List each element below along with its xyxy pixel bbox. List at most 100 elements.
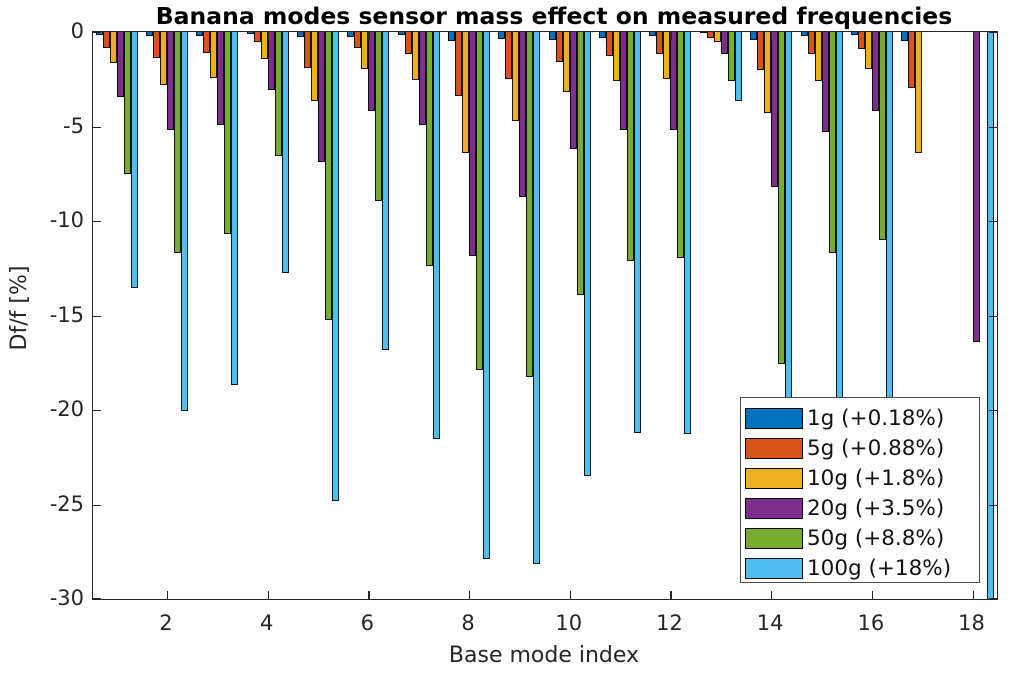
tick-mark: [93, 597, 101, 599]
tick-mark: [368, 32, 370, 40]
tick-mark: [989, 32, 997, 34]
bar-series2-mode4: [253, 32, 261, 43]
tick-mark: [469, 591, 471, 599]
tick-mark: [989, 504, 997, 506]
tick-mark: [267, 591, 269, 599]
tick-mark: [93, 126, 101, 128]
legend-entry-6: 100g (+18%): [745, 553, 979, 583]
bar-series4-mode14: [771, 32, 779, 187]
bar-series1-mode3: [196, 32, 204, 36]
bar-series4-mode7: [418, 32, 426, 125]
bar-series3-mode7: [411, 32, 419, 81]
bar-series1-mode12: [649, 32, 657, 36]
tick-mark: [972, 591, 974, 599]
bar-series4-mode1: [116, 32, 124, 98]
bar-series4-mode11: [620, 32, 628, 130]
bar-series3-mode1: [109, 32, 117, 64]
bar-series3-mode15: [814, 32, 822, 82]
bar-series1-mode17: [901, 32, 909, 41]
bar-series5-mode15: [828, 32, 836, 253]
bar-series5-mode2: [173, 32, 181, 253]
bar-series2-mode2: [152, 32, 160, 58]
bar-series6-mode9: [533, 32, 541, 564]
tick-mark: [368, 591, 370, 599]
y-tick-label-0: 0: [70, 19, 84, 43]
x-tick-label-6: 6: [360, 611, 375, 635]
bar-series3-mode12: [663, 32, 671, 79]
bar-series3-mode10: [562, 32, 570, 93]
x-tick-label-4: 4: [259, 611, 274, 635]
bar-series1-mode6: [347, 32, 355, 37]
legend-swatch-5: [745, 527, 803, 549]
legend-swatch-3: [745, 467, 803, 489]
tick-mark: [771, 591, 773, 599]
bar-series6-mode16: [885, 32, 893, 407]
bar-series2-mode6: [354, 32, 362, 48]
bar-series2-mode11: [606, 32, 614, 57]
bar-series4-mode15: [821, 32, 829, 132]
tick-mark: [771, 32, 773, 40]
bar-series5-mode14: [778, 32, 786, 364]
legend-label-1: 1g (+0.18%): [807, 405, 945, 431]
bar-series1-mode10: [548, 32, 556, 40]
tick-mark: [569, 591, 571, 599]
bar-series5-mode16: [878, 32, 886, 240]
tick-mark: [670, 591, 672, 599]
bar-series4-mode5: [318, 32, 325, 162]
bar-series1-mode8: [448, 32, 456, 42]
bar-series6-mode13: [734, 32, 742, 102]
legend-swatch-2: [745, 437, 803, 459]
bar-series1-mode14: [750, 32, 758, 41]
bar-series1-mode13: [699, 32, 707, 33]
bar-series5-mode1: [123, 32, 131, 174]
bar-series2-mode9: [505, 32, 513, 80]
tick-mark: [989, 221, 997, 223]
bar-series4-mode4: [267, 32, 275, 91]
bar-series5-mode11: [627, 32, 635, 262]
legend-swatch-4: [745, 497, 803, 519]
tick-mark: [871, 32, 874, 40]
bar-series5-mode3: [224, 32, 232, 235]
tick-mark: [469, 32, 471, 40]
bar-series2-mode7: [404, 32, 412, 55]
bar-series2-mode16: [857, 32, 865, 49]
bar-series1-mode4: [246, 32, 254, 35]
legend-label-2: 5g (+0.88%): [807, 435, 945, 461]
tick-mark: [670, 32, 672, 40]
bar-series3-mode4: [260, 32, 268, 60]
bar-series4-mode18: [972, 32, 980, 342]
bar-series3-mode9: [512, 32, 520, 121]
y-tick-label--25: -25: [49, 491, 84, 516]
bar-series3-mode6: [361, 32, 369, 70]
bar-series1-mode11: [599, 32, 607, 38]
bar-series5-mode9: [526, 32, 534, 378]
legend-entry-2: 5g (+0.88%): [745, 433, 979, 463]
bar-series5-mode5: [325, 32, 332, 320]
bar-series2-mode5: [304, 32, 311, 68]
tick-mark: [166, 32, 169, 40]
x-tick-label-16: 16: [857, 611, 885, 635]
x-tick-label-14: 14: [756, 611, 784, 635]
legend-entry-5: 50g (+8.8%): [745, 523, 979, 553]
tick-mark: [871, 591, 874, 599]
bar-series4-mode12: [670, 32, 678, 130]
bar-series6-mode6: [382, 32, 390, 351]
bar-series2-mode3: [203, 32, 211, 53]
bar-series5-mode8: [476, 32, 484, 371]
bar-series6-mode11: [634, 32, 642, 433]
bar-series4-mode6: [368, 32, 376, 112]
bar-series1-mode9: [498, 32, 506, 40]
bar-series3-mode5: [311, 32, 318, 102]
bar-series4-mode9: [519, 32, 527, 198]
bar-series3-mode16: [864, 32, 872, 69]
bar-series3-mode17: [915, 32, 923, 153]
tick-mark: [93, 221, 101, 223]
legend-label-3: 10g (+1.8%): [807, 465, 945, 491]
x-tick-label-2: 2: [159, 611, 173, 635]
bar-series6-mode2: [180, 32, 188, 411]
bar-series3-mode14: [764, 32, 772, 114]
y-tick-label--15: -15: [49, 302, 84, 327]
bar-series6-mode1: [130, 32, 138, 288]
y-tick-label--30: -30: [49, 586, 84, 610]
